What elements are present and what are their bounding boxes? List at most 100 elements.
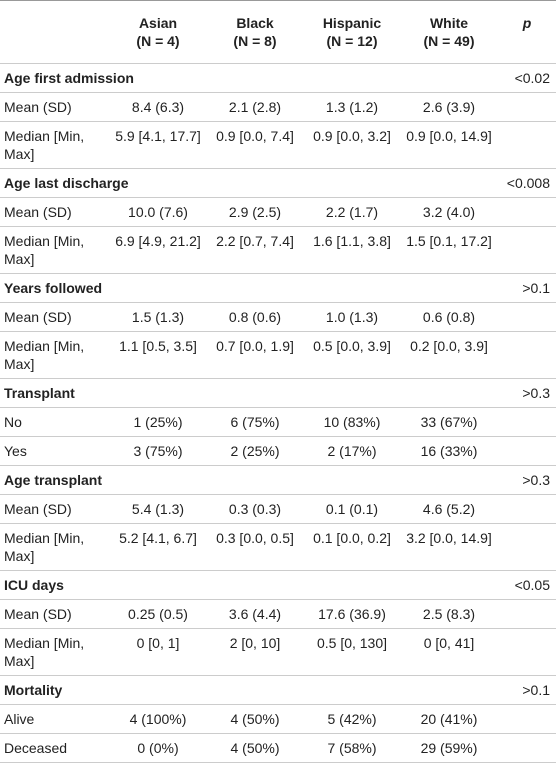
column-header: Hispanic (N = 12)	[304, 0, 400, 64]
p-value: >0.3	[498, 378, 556, 408]
section-row: ICU days <0.05	[0, 570, 556, 600]
data-row: Yes 3 (75%) 2 (25%) 2 (17%) 16 (33%)	[0, 436, 556, 466]
cell: 2.9 (2.5)	[206, 197, 304, 227]
empty-header	[0, 0, 110, 64]
cell: 8.4 (6.3)	[110, 92, 206, 122]
section-title: Years followed	[0, 273, 498, 303]
cell: 0 (0%)	[110, 733, 206, 763]
data-row: No 1 (25%) 6 (75%) 10 (83%) 33 (67%)	[0, 407, 556, 437]
empty-cell	[498, 407, 556, 437]
p-value: <0.05	[498, 570, 556, 600]
cell: 1.5 [0.1, 17.2]	[400, 226, 498, 274]
group-count: (N = 49)	[423, 33, 475, 49]
data-row: Median [Min, Max] 5.2 [4.1, 6.7] 0.3 [0.0,…	[0, 523, 556, 571]
group-count: (N = 8)	[233, 33, 277, 49]
cell: 0.6 (0.8)	[400, 302, 498, 332]
section-row: Age last discharge <0.008	[0, 168, 556, 198]
data-row: Median [Min, Max] 5.9 [4.1, 17.7] 0.9 [0.0…	[0, 121, 556, 169]
column-header: Black (N = 8)	[206, 0, 304, 64]
p-value: >0.1	[498, 273, 556, 303]
data-row: Deceased 0 (0%) 4 (50%) 7 (58%) 29 (59%)	[0, 733, 556, 763]
row-label: Median [Min, Max]	[0, 226, 110, 274]
cell: 4 (50%)	[206, 733, 304, 763]
group-name: White	[429, 15, 469, 31]
section-title: Age last discharge	[0, 168, 498, 198]
data-row: Mean (SD) 1.5 (1.3) 0.8 (0.6) 1.0 (1.3) 0.6 …	[0, 302, 556, 332]
cell: 7 (58%)	[304, 733, 400, 763]
row-label: Mean (SD)	[0, 599, 110, 629]
data-row: Mean (SD) 5.4 (1.3) 0.3 (0.3) 0.1 (0.1) 4.6 …	[0, 494, 556, 524]
cell: 0.5 [0.0, 3.9]	[304, 331, 400, 379]
group-name: Asian	[138, 15, 178, 31]
cell: 0.3 [0.0, 0.5]	[206, 523, 304, 571]
group-name: Black	[236, 15, 274, 31]
cell: 0.5 [0, 130]	[304, 628, 400, 676]
cell: 0 [0, 1]	[110, 628, 206, 676]
row-label: Median [Min, Max]	[0, 121, 110, 169]
row-label: No	[0, 407, 110, 437]
p-value: >0.1	[498, 675, 556, 705]
section-row: Mortality >0.1	[0, 675, 556, 705]
cell: 6 (75%)	[206, 407, 304, 437]
cell: 0.9 [0.0, 3.2]	[304, 121, 400, 169]
cell: 5.2 [4.1, 6.7]	[110, 523, 206, 571]
cell: 2.1 (2.8)	[206, 92, 304, 122]
cell: 2.5 (8.3)	[400, 599, 498, 629]
section-title: Age transplant	[0, 465, 498, 495]
p-value: >0.3	[498, 465, 556, 495]
column-header: White (N = 49)	[400, 0, 498, 64]
empty-cell	[498, 197, 556, 227]
cell: 1.5 (1.3)	[110, 302, 206, 332]
cell: 0.2 [0.0, 3.9]	[400, 331, 498, 379]
cell: 6.9 [4.9, 21.2]	[110, 226, 206, 274]
empty-cell	[498, 523, 556, 571]
group-name: Hispanic	[322, 15, 382, 31]
cell: 2 (25%)	[206, 436, 304, 466]
cell: 0.7 [0.0, 1.9]	[206, 331, 304, 379]
data-row: Median [Min, Max] 6.9 [4.9, 21.2] 2.2 [0.7…	[0, 226, 556, 274]
header-row: Asian (N = 4) Black (N = 8) Hispanic (N = 12)…	[0, 0, 556, 64]
section-title: Mortality	[0, 675, 498, 705]
cell: 0.9 [0.0, 7.4]	[206, 121, 304, 169]
cell: 0.8 (0.6)	[206, 302, 304, 332]
data-row: Mean (SD) 0.25 (0.5) 3.6 (4.4) 17.6 (36.9) 2…	[0, 599, 556, 629]
cell: 0.1 (0.1)	[304, 494, 400, 524]
column-header: Asian (N = 4)	[110, 0, 206, 64]
row-label: Median [Min, Max]	[0, 628, 110, 676]
empty-cell	[498, 302, 556, 332]
p-value: <0.02	[498, 63, 556, 93]
row-label: Mean (SD)	[0, 197, 110, 227]
data-row: Mean (SD) 10.0 (7.6) 2.9 (2.5) 2.2 (1.7) 3.2…	[0, 197, 556, 227]
cell: 0.3 (0.3)	[206, 494, 304, 524]
cell: 1 (25%)	[110, 407, 206, 437]
cell: 10 (83%)	[304, 407, 400, 437]
cell: 3 (75%)	[110, 436, 206, 466]
cell: 2 [0, 10]	[206, 628, 304, 676]
cell: 0.25 (0.5)	[110, 599, 206, 629]
p-header: p	[498, 0, 556, 64]
cell: 1.0 (1.3)	[304, 302, 400, 332]
empty-cell	[498, 436, 556, 466]
cell: 5.4 (1.3)	[110, 494, 206, 524]
cell: 10.0 (7.6)	[110, 197, 206, 227]
empty-cell	[498, 733, 556, 763]
row-label: Mean (SD)	[0, 494, 110, 524]
cell: 4 (100%)	[110, 704, 206, 734]
data-row: Mean (SD) 8.4 (6.3) 2.1 (2.8) 1.3 (1.2) 2.6 …	[0, 92, 556, 122]
p-value: <0.008	[498, 168, 556, 198]
empty-cell	[498, 599, 556, 629]
section-row: Transplant >0.3	[0, 378, 556, 408]
empty-cell	[498, 704, 556, 734]
empty-cell	[498, 121, 556, 169]
group-count: (N = 4)	[136, 33, 180, 49]
section-title: Age first admission	[0, 63, 498, 93]
row-label: Mean (SD)	[0, 92, 110, 122]
empty-cell	[498, 226, 556, 274]
cell: 0.1 [0.0, 0.2]	[304, 523, 400, 571]
cell: 33 (67%)	[400, 407, 498, 437]
cell: 2 (17%)	[304, 436, 400, 466]
row-label: Yes	[0, 436, 110, 466]
data-row: Alive 4 (100%) 4 (50%) 5 (42%) 20 (41%)	[0, 704, 556, 734]
